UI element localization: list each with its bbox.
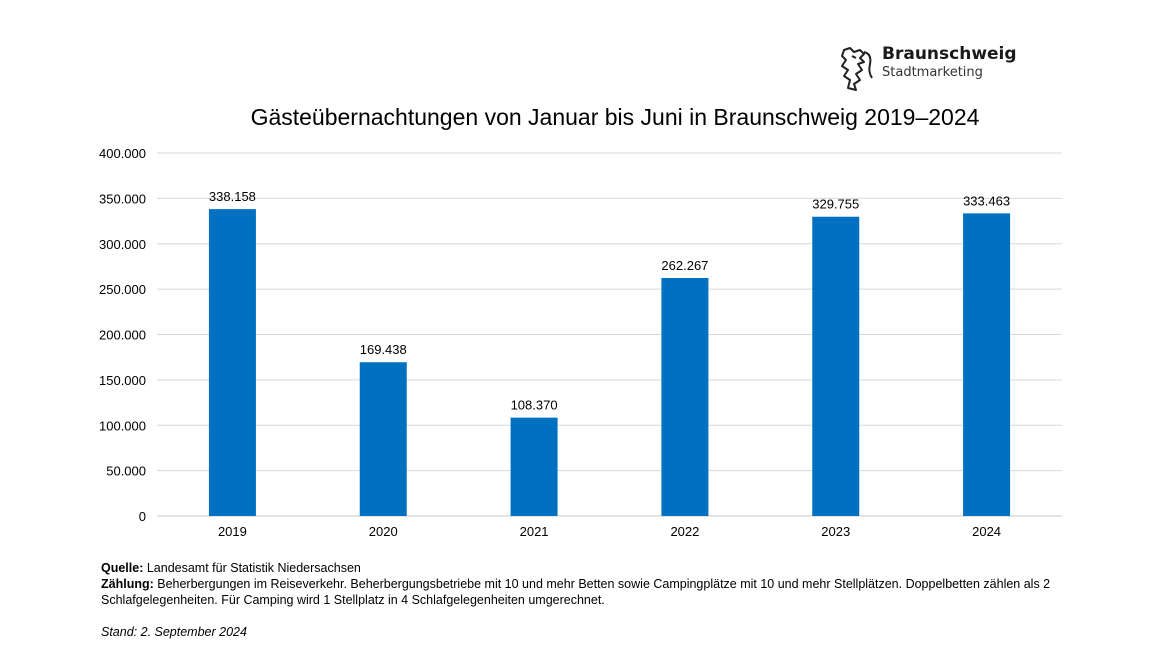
- chart-footer: Quelle: Landesamt für Statistik Niedersa…: [101, 560, 1111, 608]
- x-tick-label: 2022: [670, 524, 699, 539]
- y-tick-label: 200.000: [99, 328, 146, 343]
- bar-2023: [812, 216, 860, 516]
- source-text: Landesamt für Statistik Niedersachsen: [143, 561, 361, 575]
- bar-2019: [208, 209, 256, 516]
- y-tick-label: 300.000: [99, 237, 146, 252]
- data-label: 338.158: [209, 189, 256, 204]
- logo-subtitle: Stadtmarketing: [882, 65, 983, 80]
- bar-chart: 0 50.000 100.000 150.000 200.000 250.000 300.0…: [99, 146, 1062, 539]
- y-tick-label: 150.000: [99, 373, 146, 388]
- y-tick-label: 50.000: [106, 464, 146, 479]
- x-tick-label: 2021: [520, 524, 549, 539]
- bar-2020: [359, 362, 407, 516]
- y-tick-label: 0: [139, 509, 146, 524]
- x-tick-label: 2019: [218, 524, 247, 539]
- bar-2021: [510, 417, 558, 516]
- bar-2022: [661, 277, 709, 516]
- x-tick-label: 2023: [821, 524, 850, 539]
- source-label: Quelle:: [101, 561, 144, 575]
- data-label: 108.370: [511, 398, 558, 413]
- data-label: 262.267: [661, 258, 708, 273]
- braunschweig-lion-icon: [841, 47, 873, 91]
- y-tick-label: 250.000: [99, 282, 146, 297]
- count-line: Zählung: Beherbergungen im Reiseverkehr.…: [101, 576, 1111, 608]
- data-label: 329.755: [812, 197, 859, 212]
- logo-title: Braunschweig: [882, 44, 1017, 64]
- x-tick-label: 2024: [972, 524, 1001, 539]
- bar-2024: [963, 213, 1011, 516]
- chart-title: Gästeübernachtungen von Januar bis Juni …: [250, 104, 980, 130]
- x-tick-label: 2020: [369, 524, 398, 539]
- y-tick-label: 100.000: [99, 418, 146, 433]
- y-tick-label: 350.000: [99, 191, 146, 206]
- count-text: Beherbergungen im Reiseverkehr. Beherber…: [101, 577, 1051, 607]
- source-line: Quelle: Landesamt für Statistik Niedersa…: [101, 560, 1111, 576]
- stand-date: Stand: 2. September 2024: [101, 625, 247, 639]
- y-tick-label: 400.000: [99, 146, 146, 161]
- data-label: 169.438: [360, 342, 407, 357]
- data-label: 333.463: [963, 193, 1010, 208]
- count-label: Zählung:: [101, 577, 154, 591]
